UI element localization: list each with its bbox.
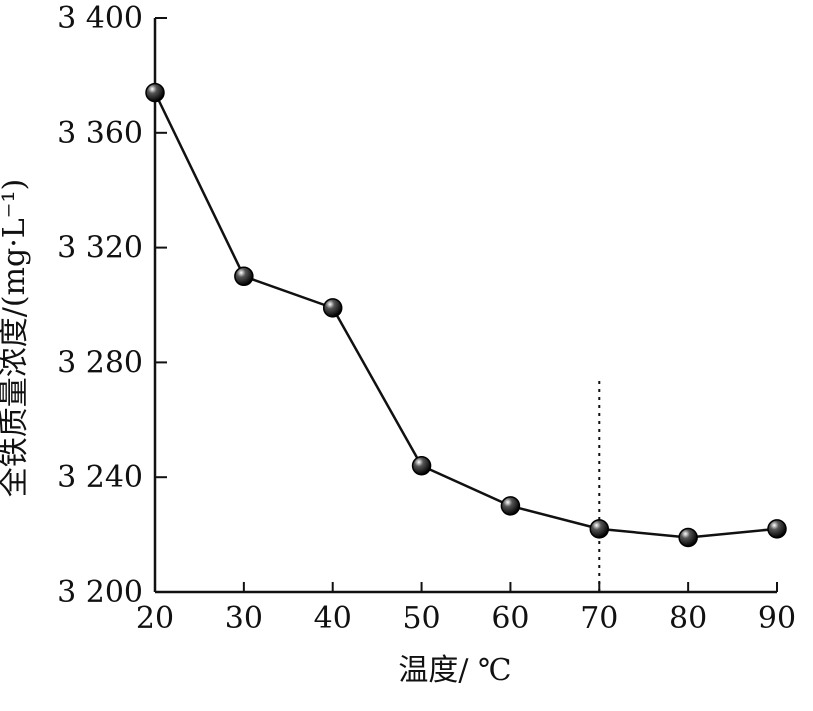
y-tick-label: 3 240 [57,460,143,495]
data-point [411,455,432,476]
y-tick-label: 3 200 [57,575,143,610]
data-point [678,527,698,548]
y-tick-label: 3 320 [57,231,143,266]
data-point [589,519,610,539]
series-line [153,92,778,539]
x-tick-label: 60 [491,601,529,636]
x-tick-label: 40 [314,601,352,636]
axes [153,18,777,594]
data-point [145,82,165,103]
data-point [234,266,254,287]
x-tick-label: 20 [136,601,174,636]
data-point [767,519,787,539]
y-tick-label: 3 400 [57,1,143,36]
data-point [322,298,343,318]
y-tick-label: 3 360 [57,116,143,151]
x-ticks: 20 30 40 50 60 70 80 90 [136,582,796,636]
x-axis-title: 温度/ ℃ [398,653,511,688]
x-tick-label: 90 [758,601,796,636]
x-tick-label: 80 [669,601,707,636]
x-tick-label: 30 [225,601,263,636]
y-axis-title: 全铁质量浓度/(mg·L⁻¹) [0,179,32,498]
y-ticks: 3 200 3 240 3 280 3 320 3 360 3 400 [57,1,167,610]
x-tick-label: 70 [580,601,618,636]
data-point [500,496,521,516]
y-tick-label: 3 280 [57,345,143,380]
x-tick-label: 50 [402,601,440,636]
series-group [145,82,787,548]
